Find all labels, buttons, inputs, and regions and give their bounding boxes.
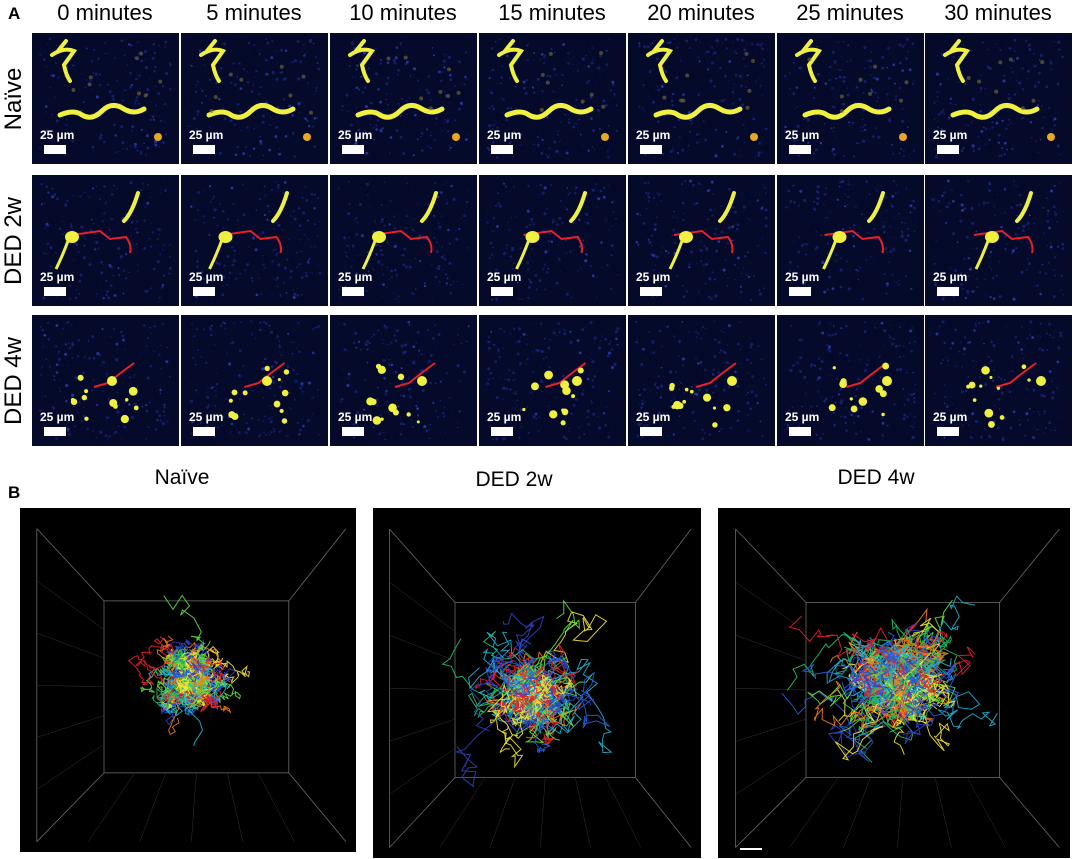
microscopy-tile: 25 µm: [925, 175, 1072, 306]
scale-label: 25 µm: [487, 410, 522, 424]
scale-label: 25 µm: [785, 128, 820, 142]
time-label: 15 minutes: [498, 0, 606, 25]
microscopy-tile: 25 µm: [32, 175, 179, 306]
microscopy-tile: 25 µm: [181, 175, 328, 306]
microscopy-tile: 25 µm: [628, 175, 775, 306]
microscopy-tile: 25 µm: [330, 33, 477, 164]
track-plot-ded2w: [373, 508, 701, 858]
microscopy-tile: 25 µm: [925, 33, 1072, 164]
scale-bar: [640, 427, 662, 436]
time-label: 10 minutes: [349, 0, 457, 25]
track-plot-naive: [20, 508, 356, 852]
scale-label: 25 µm: [636, 410, 671, 424]
microscopy-tile: 25 µm: [777, 315, 924, 446]
microscopy-tile: 25 µm: [628, 33, 775, 164]
microscopy-tile: 25 µm: [777, 33, 924, 164]
scale-bar: [789, 427, 811, 436]
scale-bar: [491, 287, 513, 296]
scale-bar: [342, 287, 364, 296]
track-plot-ded4w: [718, 508, 1070, 858]
scale-label: 25 µm: [636, 270, 671, 284]
scale-bar: [193, 287, 215, 296]
microscopy-tile: 25 µm: [628, 315, 775, 446]
scale-bar: [640, 145, 662, 154]
scale-bar: [342, 427, 364, 436]
scale-bar: [44, 287, 66, 296]
scale-label: 25 µm: [189, 410, 224, 424]
scale-bar: [491, 427, 513, 436]
time-label: 0 minutes: [57, 0, 153, 25]
scale-label: 25 µm: [933, 270, 968, 284]
microscopy-tile: 25 µm: [181, 33, 328, 164]
scale-bar: [491, 145, 513, 154]
row-label: DED 4w: [0, 336, 27, 426]
scale-bar: [937, 287, 959, 296]
scale-bar: [342, 145, 364, 154]
scale-label: 25 µm: [487, 128, 522, 142]
scale-label: 25 µm: [189, 128, 224, 142]
scale-bar: [789, 287, 811, 296]
microscopy-tile: 25 µm: [479, 33, 626, 164]
time-label: 5 minutes: [206, 0, 302, 25]
scale-label: 25 µm: [40, 270, 75, 284]
track-title-ded4w: DED 4w: [837, 466, 915, 489]
scale-bar: [937, 427, 959, 436]
scale-bar: [789, 145, 811, 154]
scale-bar: [44, 145, 66, 154]
scale-label: 25 µm: [338, 410, 373, 424]
scale-label: 25 µm: [40, 128, 75, 142]
scale-bar: [193, 145, 215, 154]
scale-label: 25 µm: [487, 270, 522, 284]
scale-label: 25 µm: [636, 128, 671, 142]
track-title-ded2w: DED 2w: [475, 468, 553, 491]
scale-bar: [740, 848, 762, 850]
microscopy-tile: 25 µm: [479, 315, 626, 446]
microscopy-tile: 25 µm: [32, 315, 179, 446]
track-title-naive: Naïve: [154, 466, 210, 489]
row-label: DED 2w: [0, 196, 27, 286]
row-label: Naïve: [0, 67, 27, 131]
scale-bar: [640, 287, 662, 296]
scale-label: 25 µm: [933, 128, 968, 142]
scale-bar: [44, 427, 66, 436]
microscopy-tile: 25 µm: [330, 175, 477, 306]
scale-label: 25 µm: [785, 270, 820, 284]
scale-label: 25 µm: [933, 410, 968, 424]
microscopy-tile: 25 µm: [330, 315, 477, 446]
microscopy-tile: 25 µm: [777, 175, 924, 306]
panel-a-letter: A: [8, 4, 21, 23]
scale-label: 25 µm: [40, 410, 75, 424]
time-label: 20 minutes: [647, 0, 755, 25]
microscopy-tile: 25 µm: [181, 315, 328, 446]
scale-label: 25 µm: [785, 410, 820, 424]
microscopy-tile: 25 µm: [925, 315, 1072, 446]
time-label: 25 minutes: [796, 0, 904, 25]
scale-bar: [937, 145, 959, 154]
microscopy-tile: 25 µm: [479, 175, 626, 306]
scale-label: 25 µm: [338, 128, 373, 142]
scale-bar: [193, 427, 215, 436]
microscopy-tile: 25 µm: [32, 33, 179, 164]
scale-label: 25 µm: [338, 270, 373, 284]
time-label: 30 minutes: [944, 0, 1052, 25]
panel-b-letter: B: [8, 483, 21, 502]
scale-label: 25 µm: [189, 270, 224, 284]
